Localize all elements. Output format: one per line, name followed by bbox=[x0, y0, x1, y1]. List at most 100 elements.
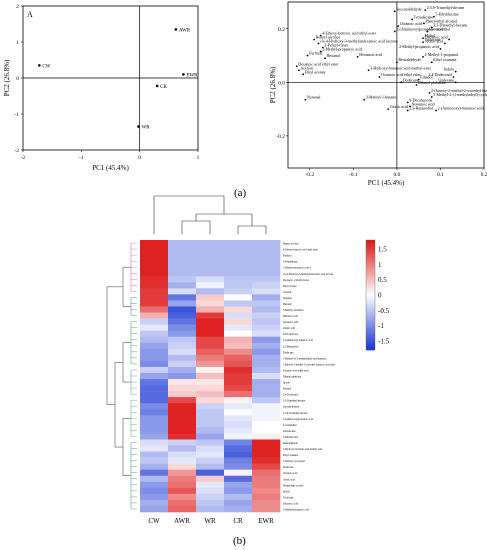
heatmap-cell bbox=[140, 264, 169, 271]
heatmap-cell bbox=[224, 336, 253, 344]
heatmap-cell bbox=[196, 481, 225, 489]
heatmap-cell bbox=[252, 258, 281, 265]
loading-y-tick-label: 0.0 bbox=[278, 80, 285, 86]
loading-point-label: Octanoic acid bbox=[400, 21, 422, 26]
score-point bbox=[38, 64, 41, 67]
loading-point-label: 3-Hydroxy-butanoic acid methyl ester bbox=[370, 65, 432, 70]
heatmap-cell bbox=[140, 469, 169, 477]
heatmap-cell bbox=[224, 457, 253, 464]
heatmap-cell bbox=[168, 270, 197, 277]
heatmap-cell bbox=[140, 312, 169, 319]
heatmap-row-label: Acetoin bbox=[283, 291, 292, 294]
heatmap-row-label: Levomenthol bbox=[283, 424, 297, 427]
heatmap-cell bbox=[252, 463, 281, 470]
colorbar-segment bbox=[366, 333, 375, 336]
heatmap-cell bbox=[196, 493, 225, 501]
loading-point bbox=[448, 38, 451, 41]
heatmap-cell bbox=[168, 306, 197, 313]
loading-point bbox=[422, 55, 424, 58]
heatmap-cell bbox=[196, 427, 225, 434]
heatmap-cell bbox=[224, 391, 253, 398]
heatmap-cell bbox=[196, 397, 225, 404]
heatmap-cell bbox=[196, 252, 225, 259]
heatmap-row-label: Dodecane bbox=[283, 466, 294, 469]
figure-label-a: (a) bbox=[234, 187, 247, 199]
loading-point-label: Decanoic acid bbox=[425, 34, 448, 39]
heatmap-cell bbox=[252, 246, 281, 253]
heatmap-cell bbox=[252, 354, 281, 362]
heatmap-cell bbox=[252, 427, 281, 434]
colorbar-segment bbox=[366, 295, 375, 298]
loading-point-label: Undecane bbox=[438, 77, 454, 82]
loading-point bbox=[411, 18, 414, 21]
heatmap-cell bbox=[168, 294, 197, 301]
heatmap-cell bbox=[224, 505, 253, 513]
loading-point bbox=[319, 34, 322, 37]
colorbar-segment bbox=[366, 271, 375, 274]
heatmap-cell bbox=[252, 379, 281, 386]
loading-point-label: 5-Ethyldecane bbox=[435, 12, 458, 17]
colorbar-segment bbox=[366, 245, 375, 248]
heatmap-row-label: Nonanal bbox=[283, 297, 292, 300]
heatmap-row-label: 2-Methyl-1-propanol bbox=[283, 460, 305, 463]
score-y-tick-label: 0 bbox=[16, 76, 19, 82]
loading-point-label: 2,5,9-Trimethyl-decane bbox=[427, 5, 465, 11]
heatmap-column-label: CR bbox=[233, 517, 243, 525]
heatmap-cell bbox=[168, 379, 197, 386]
colorbar-segment bbox=[366, 335, 375, 338]
loading-point bbox=[393, 30, 396, 33]
heatmap-cell bbox=[140, 397, 169, 404]
heatmap-cell bbox=[224, 409, 253, 416]
heatmap-cell bbox=[140, 246, 169, 253]
heatmap-cell bbox=[252, 300, 281, 307]
heatmap-cell bbox=[196, 421, 225, 428]
loading-point bbox=[387, 108, 390, 110]
heatmap-cell bbox=[168, 312, 197, 319]
heatmap-row-label: 3,3-Dimethyl-hexane bbox=[283, 400, 306, 403]
heatmap-cell bbox=[168, 330, 197, 338]
loading-point-label: Benzyl alcohol bbox=[316, 34, 341, 39]
heatmap-cell bbox=[140, 372, 169, 380]
colorbar-segment bbox=[366, 320, 375, 323]
colorbar-segment bbox=[366, 265, 375, 268]
loading-point bbox=[406, 109, 409, 112]
heatmap-row-label: 3-Hydroxy-butanoic acid methyl ester bbox=[283, 448, 323, 451]
heatmap-cell bbox=[196, 342, 225, 350]
heatmap-cell bbox=[140, 252, 169, 259]
heatmap-cell bbox=[140, 300, 169, 307]
loading-point bbox=[321, 46, 324, 49]
heatmap-cell bbox=[168, 433, 197, 440]
score-y-axis-label: PC2 (26.8%) bbox=[3, 59, 11, 96]
loading-point-label: Succinaldehyde bbox=[396, 6, 422, 11]
loading-point-label: Furfural bbox=[309, 51, 323, 56]
heatmap-cell bbox=[140, 306, 169, 313]
score-plot-panel-letter: A bbox=[27, 10, 33, 19]
heatmap-cell bbox=[252, 409, 281, 416]
heatmap-cell bbox=[168, 415, 197, 422]
heatmap-cell bbox=[196, 240, 225, 247]
heatmap-cell bbox=[140, 493, 169, 501]
heatmap-cell bbox=[140, 451, 169, 458]
heatmap-cell bbox=[224, 342, 253, 350]
heatmap-cell bbox=[252, 469, 281, 477]
heatmap-cell bbox=[224, 294, 253, 301]
loading-point bbox=[378, 76, 381, 78]
loading-point-label: Hexanoic acid bbox=[359, 52, 382, 57]
heatmap-cell bbox=[196, 499, 225, 507]
score-point bbox=[155, 84, 159, 88]
heatmap-cell bbox=[196, 330, 225, 338]
loading-point-label: Decanoic acid ethyl ester bbox=[298, 61, 339, 66]
heatmap-cell bbox=[224, 282, 253, 289]
heatmap-cell bbox=[224, 433, 253, 440]
heatmap-row-label: 2,5,9-Trimethyl-decane bbox=[283, 412, 308, 415]
heatmap-cell bbox=[168, 493, 197, 501]
score-point-label: WR bbox=[142, 126, 151, 131]
heatmap-cell bbox=[252, 451, 281, 458]
heatmap-cell bbox=[224, 300, 253, 307]
loading-x-tick-label: -0.2 bbox=[305, 172, 314, 178]
colorbar-segment bbox=[366, 247, 375, 250]
loading-point bbox=[430, 96, 433, 98]
heatmap-cell bbox=[196, 318, 225, 325]
colorbar-segment bbox=[366, 348, 375, 351]
loading-point bbox=[313, 38, 316, 41]
